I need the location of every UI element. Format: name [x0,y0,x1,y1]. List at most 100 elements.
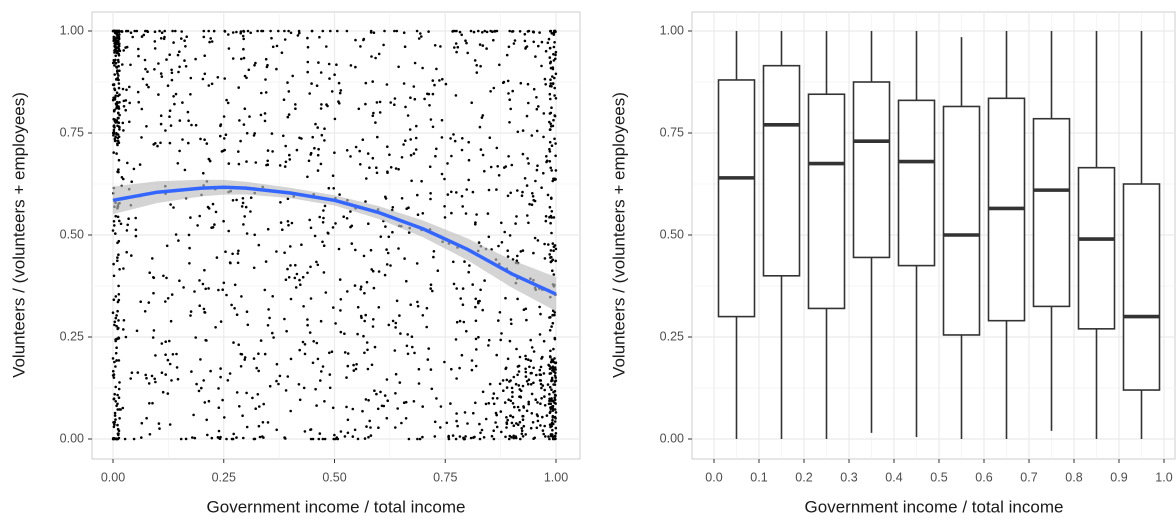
data-point [527,402,530,406]
y-tick-label: 0.25 [660,329,684,343]
data-point [112,425,116,429]
data-point [503,401,507,404]
data-point [382,43,385,47]
data-point [475,64,479,67]
data-point [119,222,123,226]
data-point [509,379,512,382]
data-point [170,68,173,72]
data-point [468,264,471,267]
data-point [287,223,290,227]
data-point [223,416,226,419]
data-point [365,177,368,180]
data-point [221,398,224,402]
data-point [405,207,409,210]
data-point [112,39,115,43]
data-point [541,415,544,419]
data-point [242,436,245,440]
data-point [433,435,437,438]
data-point [446,193,450,196]
data-point [112,298,116,302]
data-point [493,30,497,33]
data-point [481,153,485,157]
data-point [518,420,522,424]
data-point [506,79,510,83]
data-point [203,310,206,314]
data-point [512,436,516,440]
data-point [365,280,369,284]
data-point [117,284,120,288]
data-point [453,139,457,143]
data-point [113,118,117,121]
x-tick-label: 0.00 [101,470,125,484]
data-point [502,80,506,84]
data-point [455,419,458,423]
data-point [295,148,299,152]
data-point [338,91,342,95]
data-point [316,169,320,172]
data-point [335,63,338,66]
data-point [353,284,357,287]
data-point [371,114,375,117]
data-point [418,437,422,441]
data-point [452,282,456,286]
data-point [460,194,464,198]
data-point [313,146,316,150]
data-point [550,388,553,392]
data-point [370,363,374,367]
data-point [286,267,289,271]
data-point [549,128,552,131]
data-point [189,93,192,96]
data-point [529,338,532,342]
data-point [128,120,131,124]
data-point [283,38,287,41]
data-point [245,160,248,163]
data-point [311,135,315,139]
data-point [421,405,425,408]
data-point [294,107,297,110]
data-point [356,305,360,309]
box-group [897,31,936,437]
data-point [486,212,490,215]
data-point [511,395,514,399]
data-point [152,276,155,279]
data-point [363,319,367,323]
data-point [349,64,353,67]
data-point [321,240,324,244]
data-point [180,30,183,33]
data-point [239,31,242,35]
data-point [386,399,390,403]
data-point [492,86,496,90]
data-point [116,259,119,263]
data-point [549,60,553,64]
data-point [306,323,309,327]
data-point [455,377,458,380]
data-point [554,411,558,414]
data-point [506,418,510,422]
data-point [202,29,206,33]
data-point [413,61,417,65]
data-point [408,128,412,131]
data-point [554,376,557,379]
data-point [510,163,514,167]
data-point [391,230,394,234]
data-point [372,286,376,290]
data-point [375,101,379,104]
x-axis-title: Government income / total income [805,497,1064,516]
data-point [314,387,317,391]
data-point [140,421,144,425]
data-point [376,135,379,139]
data-point [289,297,293,301]
data-point [495,188,498,191]
data-point [496,397,499,400]
data-point [495,353,499,357]
data-point [478,125,482,129]
data-point [548,147,551,151]
data-point [459,297,463,300]
data-point [540,397,543,400]
data-point [117,168,120,171]
data-point [136,371,140,374]
data-point [320,133,324,137]
data-point [514,382,518,386]
data-point [554,154,557,158]
